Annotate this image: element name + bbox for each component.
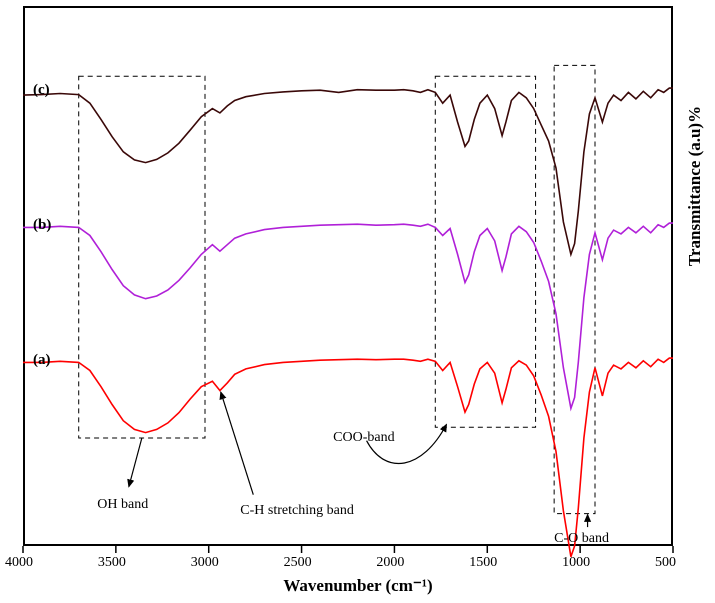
- x-tick-1000: 1000: [562, 555, 590, 571]
- annotation-oh-band: OH band: [97, 497, 148, 513]
- series-label-a: (a): [33, 352, 51, 369]
- x-tick-4000: 4000: [5, 555, 33, 571]
- x-tick-3000: 3000: [191, 555, 219, 571]
- x-tick-1500: 1500: [469, 555, 497, 571]
- spectrum-c: [23, 88, 673, 254]
- annotation-co-band: C-O band: [554, 531, 609, 547]
- x-axis-label: Wavenumber (cm⁻¹): [268, 576, 448, 596]
- series-label-b: (b): [33, 217, 51, 234]
- x-tick-3500: 3500: [98, 555, 126, 571]
- y-axis-label: Transmittance (a.u)%: [685, 96, 705, 276]
- dash-box-oh: [79, 76, 205, 438]
- x-tick-2500: 2500: [284, 555, 312, 571]
- x-tick-500: 500: [655, 555, 676, 571]
- ftir-chart: (c) (b) (a) OH band C-H stretching band …: [0, 0, 715, 603]
- x-tick-2000: 2000: [376, 555, 404, 571]
- annotation-ch-band: C-H stretching band: [240, 503, 354, 519]
- annotation-coo-band: COO-band: [333, 430, 394, 446]
- dash-box-co: [554, 65, 595, 513]
- dash-box-coo: [435, 76, 535, 427]
- series-label-c: (c): [33, 82, 50, 99]
- spectrum-b: [23, 223, 673, 408]
